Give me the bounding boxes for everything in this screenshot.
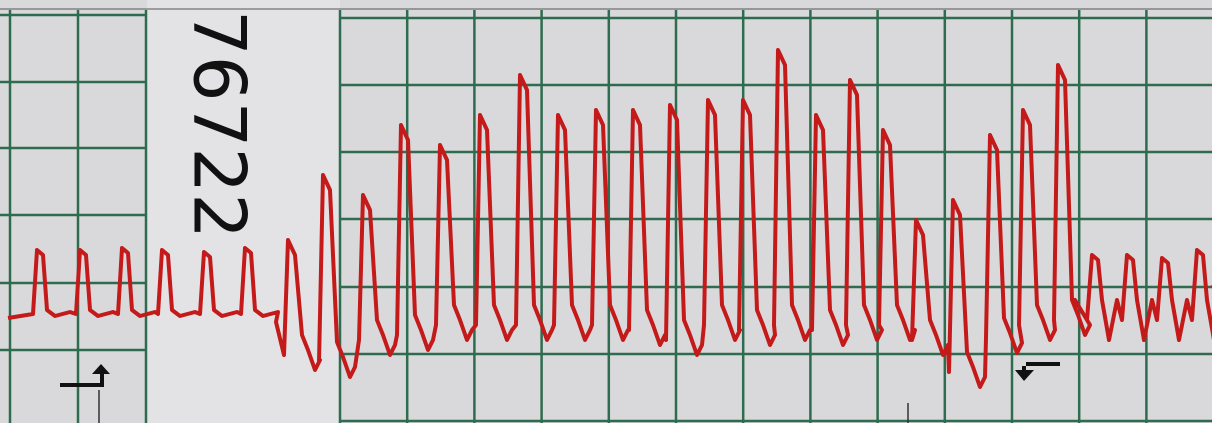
strip-label: 76722	[177, 10, 261, 239]
ecg-strip: 76722	[0, 0, 1212, 423]
